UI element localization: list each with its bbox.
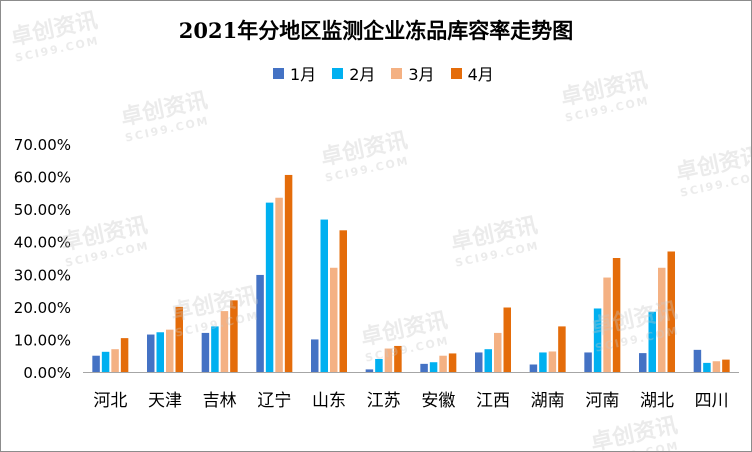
- x-tick-label: 辽宁: [257, 391, 291, 411]
- x-tick-label: 江西: [476, 391, 510, 411]
- x-tick-label: 河北: [93, 391, 127, 411]
- legend-item-apr: 4月: [450, 61, 494, 85]
- bar: [375, 358, 383, 372]
- bar: [147, 334, 155, 372]
- bar: [639, 353, 647, 372]
- legend-item-jan: 1月: [273, 61, 316, 85]
- bar: [503, 307, 511, 372]
- bar: [175, 306, 183, 372]
- bar: [439, 355, 447, 372]
- y-tick-label: 30.00%: [14, 266, 71, 284]
- legend-swatch-feb: [332, 67, 344, 79]
- bar: [448, 353, 457, 372]
- bar: [420, 363, 428, 372]
- bar: [548, 351, 557, 372]
- bar: [156, 332, 164, 372]
- bar: [648, 311, 656, 372]
- bar: [712, 361, 721, 372]
- bar: [230, 300, 238, 372]
- bar: [220, 311, 229, 372]
- bar: [494, 332, 502, 372]
- x-tick-label: 四川: [695, 391, 729, 411]
- bar: [584, 352, 592, 372]
- bar: [166, 329, 174, 372]
- legend-label-mar: 3月: [408, 65, 435, 84]
- bar: [365, 369, 374, 372]
- x-tick-label: 湖南: [531, 391, 565, 411]
- chart-legend: 1月 2月 3月 4月: [273, 61, 494, 85]
- legend-label-jan: 1月: [290, 65, 317, 84]
- legend-item-mar: 3月: [391, 61, 435, 85]
- y-tick-label: 50.00%: [14, 201, 71, 219]
- bar: [211, 326, 219, 372]
- bar: [722, 359, 730, 372]
- legend-item-feb: 2月: [332, 61, 375, 85]
- legend-swatch-mar: [391, 67, 403, 79]
- bar: [256, 274, 264, 372]
- bar: [529, 364, 538, 372]
- y-tick-label: 0.00%: [23, 364, 71, 382]
- bar: [111, 349, 119, 372]
- x-tick-label: 湖北: [640, 391, 674, 411]
- bar: [693, 349, 702, 372]
- legend-swatch-jan: [273, 67, 284, 79]
- legend-swatch-apr: [450, 67, 462, 79]
- x-tick-label: 吉林: [203, 391, 237, 411]
- bar: [120, 338, 129, 372]
- bar: [484, 349, 492, 372]
- y-tick-label: 10.00%: [14, 331, 71, 349]
- bar: [92, 355, 100, 372]
- bar: [593, 308, 602, 372]
- bar: [311, 339, 319, 372]
- bar: [703, 362, 711, 372]
- bar: [101, 351, 110, 372]
- x-tick-label: 山东: [312, 391, 346, 411]
- legend-label-feb: 2月: [349, 65, 376, 84]
- y-tick-label: 60.00%: [14, 169, 71, 187]
- legend-label-apr: 4月: [467, 65, 494, 84]
- x-tick-label: 江苏: [367, 391, 401, 411]
- x-tick-label: 天津: [148, 391, 182, 411]
- y-tick-label: 40.00%: [14, 234, 71, 252]
- bar: [539, 352, 547, 372]
- chart-title: 2021年分地区监测企业冻品库容率走势图: [178, 18, 574, 43]
- bar: [330, 267, 338, 372]
- bar: [612, 258, 621, 372]
- bar: [667, 251, 675, 372]
- bar: [265, 202, 274, 372]
- bar: [475, 352, 483, 372]
- bar: [558, 326, 566, 372]
- y-tick-label: 20.00%: [14, 299, 71, 317]
- bar: [284, 174, 293, 372]
- bar: [339, 230, 347, 372]
- bar: [658, 267, 666, 372]
- bar: [603, 277, 611, 372]
- bar: [384, 348, 393, 372]
- bar: [320, 219, 328, 372]
- bar: [429, 362, 438, 372]
- bar: [394, 345, 402, 372]
- bar: [275, 197, 283, 372]
- y-tick-label: 70.00%: [14, 136, 71, 154]
- x-tick-label: 河南: [585, 391, 619, 411]
- x-tick-label: 安徽: [421, 391, 455, 411]
- bar: [201, 332, 210, 372]
